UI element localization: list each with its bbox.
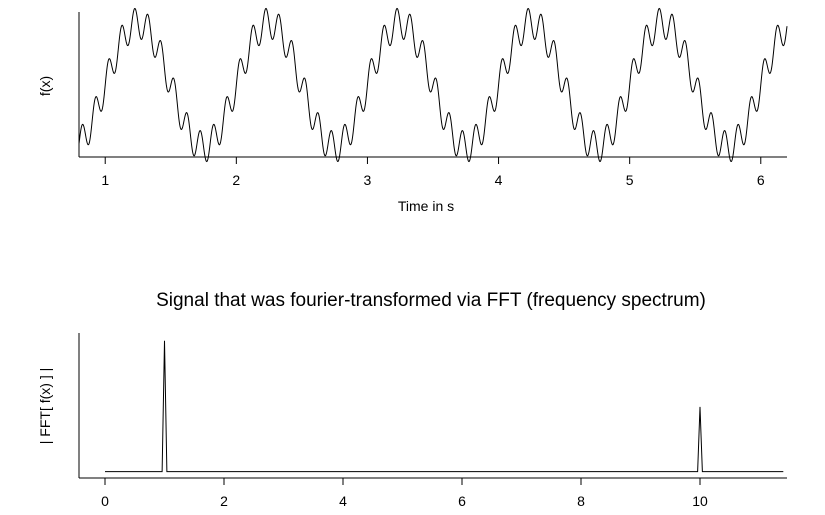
time-x-axis-title: Time in s [398, 198, 454, 214]
x-tick-label: 10 [692, 493, 708, 509]
spectrum-title: Signal that was fourier-transformed via … [156, 290, 706, 311]
x-tick-label: 6 [757, 172, 765, 188]
spectrum-x-ticks: 0 2 4 6 8 10 [101, 478, 708, 509]
x-tick-label: 3 [364, 172, 372, 188]
x-tick-label: 4 [339, 493, 347, 509]
x-tick-label: 5 [626, 172, 634, 188]
x-tick-label: 4 [495, 172, 503, 188]
x-tick-label: 6 [458, 493, 466, 509]
time-x-ticks: 1 2 3 4 5 6 [101, 157, 765, 188]
x-tick-label: 8 [577, 493, 585, 509]
x-tick-label: 2 [220, 493, 228, 509]
spectrum-panel: Signal that was fourier-transformed via … [37, 290, 787, 509]
time-signal-line [78, 7, 788, 163]
x-tick-label: 2 [232, 172, 240, 188]
time-signal-panel: 1 2 3 4 5 6 Time in s f(x) [37, 7, 788, 214]
x-tick-label: 1 [101, 172, 109, 188]
x-tick-label: 0 [101, 493, 109, 509]
spectrum-line [105, 340, 784, 473]
time-y-axis-title: f(x) [37, 76, 53, 96]
spectrum-y-axis-title: | FFT[ f(x) ] | [37, 368, 53, 444]
